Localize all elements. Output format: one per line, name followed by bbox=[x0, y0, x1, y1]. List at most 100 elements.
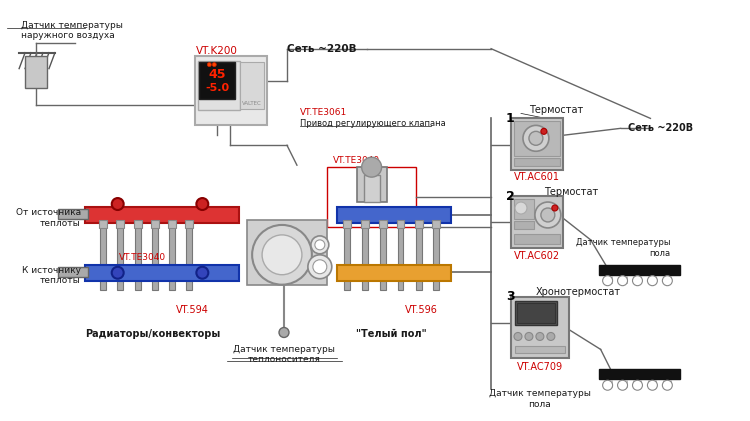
Bar bbox=[511, 297, 568, 358]
Text: К источнику
теплоты: К источнику теплоты bbox=[22, 266, 81, 285]
Text: VT.TE3061: VT.TE3061 bbox=[300, 108, 347, 117]
Bar bbox=[337, 207, 452, 223]
Circle shape bbox=[212, 63, 216, 67]
Circle shape bbox=[315, 240, 325, 250]
Bar bbox=[598, 265, 680, 275]
Bar bbox=[634, 276, 641, 282]
Bar bbox=[380, 222, 386, 290]
Bar bbox=[344, 222, 350, 290]
Text: "Телый пол": "Телый пол" bbox=[356, 330, 427, 339]
Bar bbox=[337, 265, 452, 281]
Bar bbox=[649, 380, 656, 387]
Bar bbox=[134, 220, 142, 228]
Bar bbox=[432, 220, 440, 228]
Circle shape bbox=[525, 333, 533, 341]
Text: VT.TE3040: VT.TE3040 bbox=[333, 156, 380, 165]
Circle shape bbox=[311, 236, 328, 254]
Circle shape bbox=[252, 225, 312, 285]
Bar bbox=[634, 380, 641, 387]
Circle shape bbox=[196, 267, 208, 279]
Text: Термостат: Термостат bbox=[544, 187, 598, 197]
Bar bbox=[187, 222, 193, 290]
Bar bbox=[663, 380, 671, 387]
Bar bbox=[364, 175, 380, 202]
Text: 3: 3 bbox=[506, 290, 515, 303]
Text: Сеть ~220В: Сеть ~220В bbox=[287, 44, 357, 54]
Text: Сеть ~220В: Сеть ~220В bbox=[628, 123, 693, 133]
Bar bbox=[514, 121, 560, 156]
Bar bbox=[514, 234, 560, 244]
Text: Хронотермостат: Хронотермостат bbox=[536, 287, 621, 297]
Bar bbox=[514, 199, 534, 219]
Bar bbox=[416, 222, 422, 290]
Bar bbox=[100, 222, 106, 290]
Circle shape bbox=[112, 267, 124, 279]
Circle shape bbox=[308, 255, 332, 279]
Text: -5.0: -5.0 bbox=[206, 83, 230, 93]
Bar bbox=[135, 222, 140, 290]
Bar bbox=[200, 61, 236, 99]
Text: Датчик температуры
теплоносителя: Датчик температуры теплоносителя bbox=[233, 345, 335, 364]
Text: VT.594: VT.594 bbox=[176, 304, 209, 314]
Bar bbox=[515, 346, 565, 353]
Text: VT.AC602: VT.AC602 bbox=[514, 251, 560, 261]
Circle shape bbox=[632, 276, 643, 286]
Circle shape bbox=[313, 260, 327, 274]
Bar bbox=[25, 56, 47, 88]
Circle shape bbox=[535, 202, 561, 228]
Bar bbox=[198, 61, 240, 110]
Bar bbox=[604, 380, 611, 387]
Circle shape bbox=[603, 276, 613, 286]
Circle shape bbox=[647, 380, 658, 390]
Bar bbox=[433, 222, 439, 290]
Circle shape bbox=[662, 276, 672, 286]
Circle shape bbox=[552, 205, 558, 211]
Circle shape bbox=[279, 328, 289, 338]
Bar bbox=[663, 276, 671, 282]
Bar bbox=[85, 265, 239, 281]
Bar bbox=[151, 220, 158, 228]
Text: Радиаторы/конвекторы: Радиаторы/конвекторы bbox=[85, 330, 220, 339]
Text: Датчик температуры
пола: Датчик температуры пола bbox=[576, 238, 670, 258]
Bar bbox=[248, 220, 327, 285]
Circle shape bbox=[603, 380, 613, 390]
Circle shape bbox=[207, 63, 212, 67]
Bar bbox=[170, 222, 176, 290]
Text: Привод регулирующего клапана: Привод регулирующего клапана bbox=[300, 119, 446, 128]
Text: Датчик температуры
наружного воздуха: Датчик температуры наружного воздуха bbox=[21, 21, 123, 40]
Text: VALTEC: VALTEC bbox=[242, 101, 262, 106]
Text: VT.K200: VT.K200 bbox=[196, 46, 238, 56]
Bar bbox=[85, 207, 239, 223]
Text: Термостат: Термостат bbox=[529, 105, 583, 115]
Circle shape bbox=[632, 380, 643, 390]
Bar bbox=[240, 61, 264, 109]
Circle shape bbox=[514, 333, 522, 341]
Bar bbox=[619, 380, 626, 387]
Circle shape bbox=[541, 208, 555, 222]
Bar bbox=[397, 220, 404, 228]
Circle shape bbox=[529, 131, 543, 145]
Text: От источника
теплоты: От источника теплоты bbox=[16, 208, 81, 228]
Bar bbox=[152, 222, 157, 290]
Circle shape bbox=[617, 380, 628, 390]
Circle shape bbox=[262, 235, 302, 275]
Bar bbox=[379, 220, 386, 228]
Bar bbox=[517, 303, 555, 322]
Bar bbox=[99, 220, 106, 228]
Circle shape bbox=[362, 157, 382, 177]
Bar bbox=[514, 158, 560, 166]
Circle shape bbox=[647, 276, 658, 286]
Bar bbox=[398, 222, 404, 290]
Circle shape bbox=[515, 202, 527, 214]
Bar bbox=[515, 301, 556, 325]
Circle shape bbox=[536, 333, 544, 341]
Circle shape bbox=[112, 198, 124, 210]
Bar bbox=[514, 221, 534, 229]
Text: VT.TE3040: VT.TE3040 bbox=[119, 253, 166, 262]
Bar bbox=[195, 56, 267, 125]
Text: VT.596: VT.596 bbox=[405, 304, 438, 314]
Circle shape bbox=[523, 125, 549, 151]
Bar bbox=[598, 369, 680, 379]
Text: VT.AC709: VT.AC709 bbox=[517, 362, 563, 372]
Bar bbox=[511, 196, 562, 248]
